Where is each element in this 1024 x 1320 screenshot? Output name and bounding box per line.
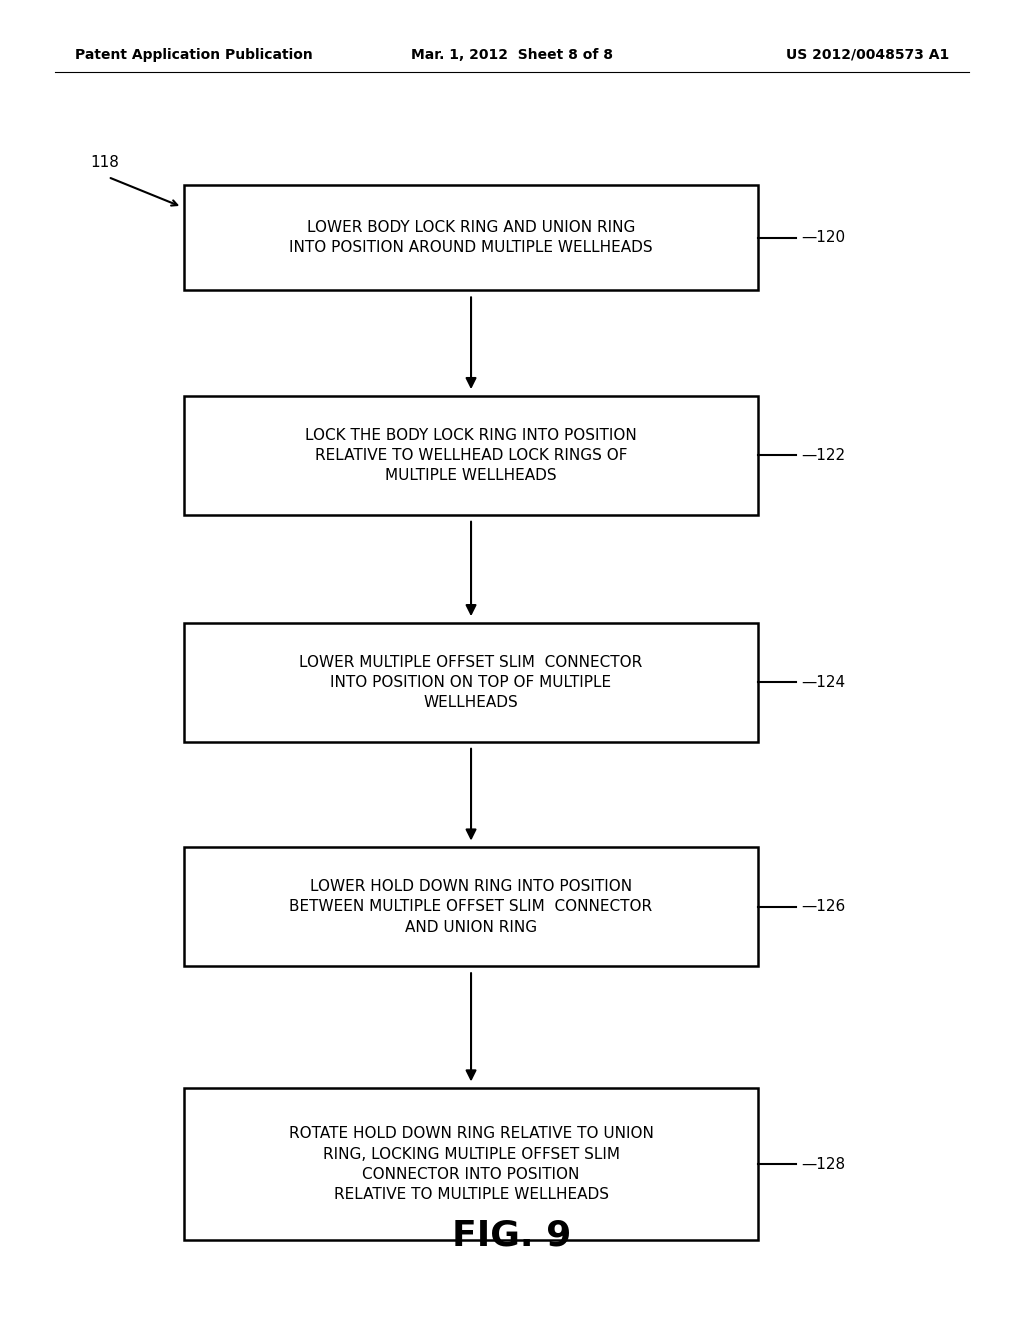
Text: LOWER HOLD DOWN RING INTO POSITION
BETWEEN MULTIPLE OFFSET SLIM  CONNECTOR
AND U: LOWER HOLD DOWN RING INTO POSITION BETWE… bbox=[290, 879, 652, 935]
Text: LOWER MULTIPLE OFFSET SLIM  CONNECTOR
INTO POSITION ON TOP OF MULTIPLE
WELLHEADS: LOWER MULTIPLE OFFSET SLIM CONNECTOR INT… bbox=[299, 655, 643, 710]
Text: US 2012/0048573 A1: US 2012/0048573 A1 bbox=[785, 48, 949, 62]
Text: LOCK THE BODY LOCK RING INTO POSITION
RELATIVE TO WELLHEAD LOCK RINGS OF
MULTIPL: LOCK THE BODY LOCK RING INTO POSITION RE… bbox=[305, 428, 637, 483]
Text: —126: —126 bbox=[801, 899, 845, 915]
Bar bbox=[184, 396, 758, 515]
Text: —122: —122 bbox=[801, 447, 845, 463]
Text: —120: —120 bbox=[801, 230, 845, 246]
Text: Patent Application Publication: Patent Application Publication bbox=[75, 48, 312, 62]
Bar bbox=[184, 847, 758, 966]
Bar bbox=[184, 1088, 758, 1241]
Text: —128: —128 bbox=[801, 1156, 845, 1172]
Text: ROTATE HOLD DOWN RING RELATIVE TO UNION
RING, LOCKING MULTIPLE OFFSET SLIM
CONNE: ROTATE HOLD DOWN RING RELATIVE TO UNION … bbox=[289, 1126, 653, 1203]
Text: Mar. 1, 2012  Sheet 8 of 8: Mar. 1, 2012 Sheet 8 of 8 bbox=[411, 48, 613, 62]
Bar bbox=[184, 185, 758, 290]
Text: LOWER BODY LOCK RING AND UNION RING
INTO POSITION AROUND MULTIPLE WELLHEADS: LOWER BODY LOCK RING AND UNION RING INTO… bbox=[289, 220, 653, 255]
Text: —124: —124 bbox=[801, 675, 845, 690]
Bar bbox=[184, 623, 758, 742]
Text: 118: 118 bbox=[90, 154, 119, 170]
Text: FIG. 9: FIG. 9 bbox=[453, 1218, 571, 1251]
